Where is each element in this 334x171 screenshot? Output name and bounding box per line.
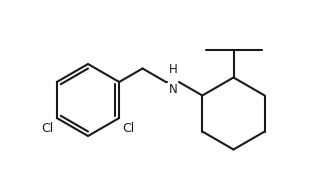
Text: Cl: Cl <box>122 122 134 135</box>
Text: H: H <box>169 63 177 76</box>
Text: Cl: Cl <box>41 122 54 135</box>
Text: N: N <box>169 83 177 96</box>
